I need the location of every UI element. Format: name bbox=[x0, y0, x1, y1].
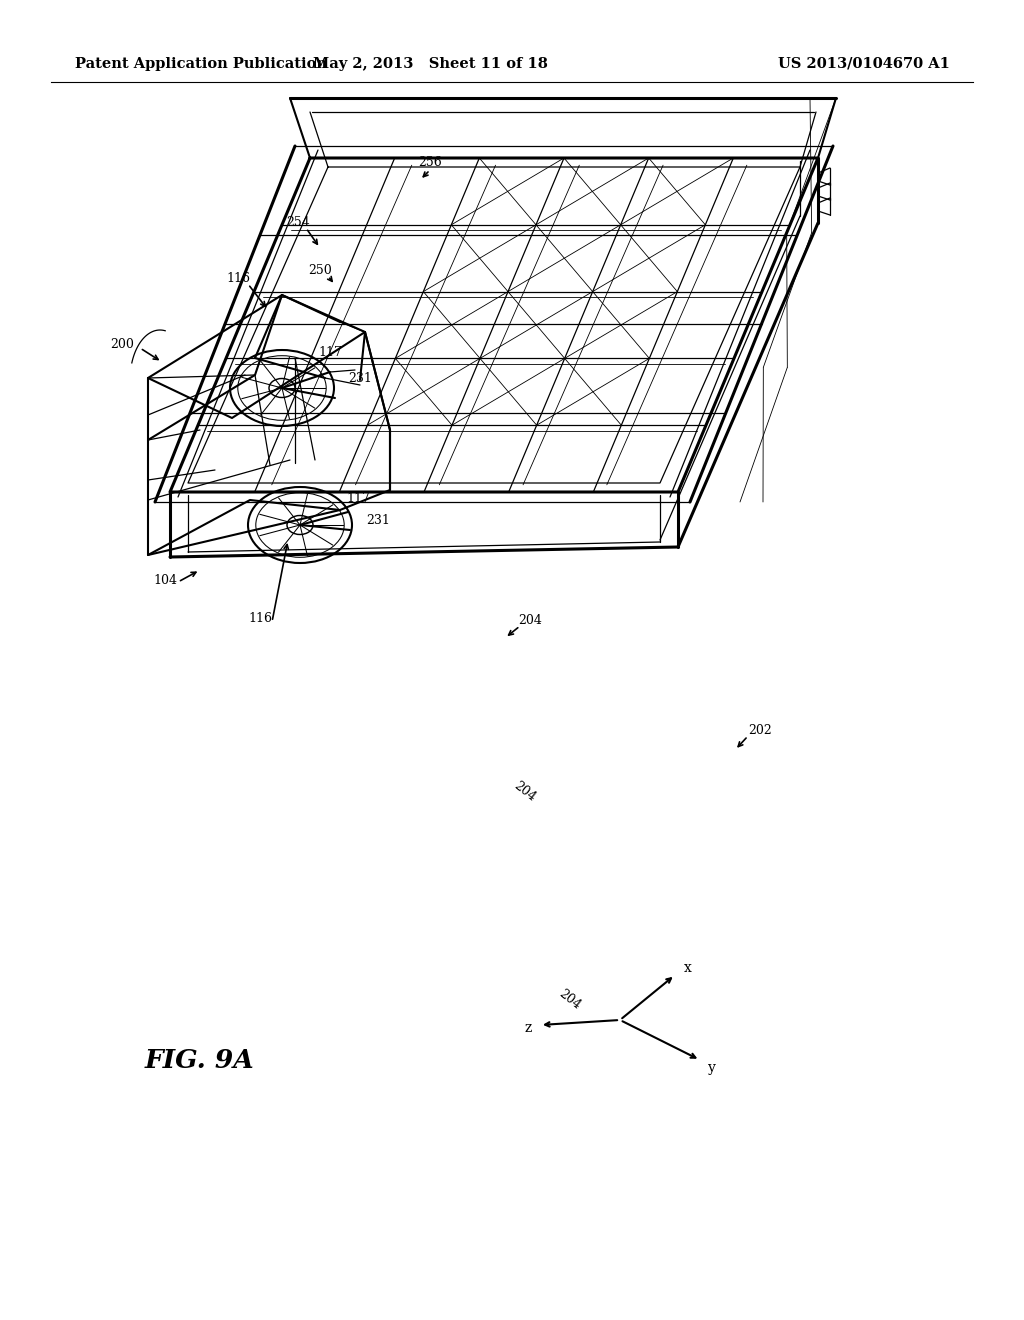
Text: 117: 117 bbox=[318, 346, 342, 359]
Text: FIG. 9A: FIG. 9A bbox=[145, 1048, 255, 1072]
Text: US 2013/0104670 A1: US 2013/0104670 A1 bbox=[778, 57, 950, 71]
Text: 231: 231 bbox=[348, 371, 372, 384]
Text: 204: 204 bbox=[512, 780, 539, 804]
Text: 256: 256 bbox=[418, 156, 442, 169]
Text: 202: 202 bbox=[749, 723, 772, 737]
Text: 254: 254 bbox=[286, 215, 310, 228]
Text: 117: 117 bbox=[346, 491, 370, 504]
Text: 104: 104 bbox=[153, 573, 177, 586]
Text: 200: 200 bbox=[110, 338, 134, 351]
Text: Patent Application Publication: Patent Application Publication bbox=[75, 57, 327, 71]
Text: 250: 250 bbox=[308, 264, 332, 276]
Text: x: x bbox=[684, 961, 692, 975]
Text: 204: 204 bbox=[518, 614, 542, 627]
Text: 116: 116 bbox=[226, 272, 250, 285]
Text: z: z bbox=[524, 1020, 531, 1035]
Text: 204: 204 bbox=[557, 987, 584, 1012]
Text: y: y bbox=[708, 1061, 716, 1074]
Text: 116: 116 bbox=[248, 611, 272, 624]
Text: May 2, 2013   Sheet 11 of 18: May 2, 2013 Sheet 11 of 18 bbox=[312, 57, 548, 71]
Text: 231: 231 bbox=[366, 513, 390, 527]
